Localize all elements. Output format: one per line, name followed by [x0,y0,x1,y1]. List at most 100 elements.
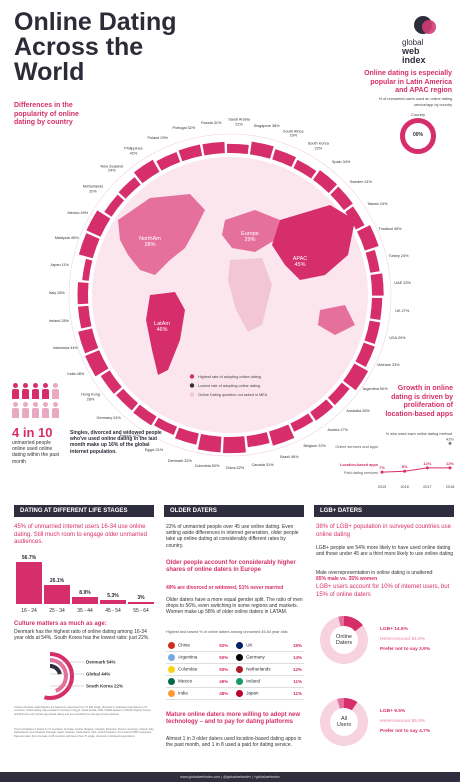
title-line-3: World [14,58,85,86]
growth-year-label: 2017 [423,485,431,489]
ring-label-sweden: Sweden 31% [349,179,373,184]
ring-bar-india [85,350,109,377]
flag-icon [236,678,244,685]
table-cell-right: Netherlands [234,663,287,676]
ring-bar-new-zealand [118,177,141,199]
ring-label-vietnam: Vietnam 33% [377,362,400,367]
donut-slice [320,616,368,664]
logo-text-2: web [402,46,420,56]
map-legend-item: Online Dating question not asked in MEA [198,393,268,397]
donut-slice [338,616,344,627]
age-bar [100,600,126,604]
table-value-right: 14% [286,651,304,664]
growth-line [381,467,450,473]
country-ring-chart: NorthAm 28% Europe 29% APAC 45% LatAm 46% Highes… [68,133,392,457]
sec2-header: OLDER DATERS [164,505,304,517]
table-value-right: 11% [286,675,304,688]
intro-right: Online dating is especially popular in L… [364,70,452,94]
gwi-logo: global web index [396,16,448,76]
logo-text-1: global [402,38,424,47]
flag-icon [236,666,244,673]
ring-label-argentina: Argentina 50% [362,386,388,391]
table-country-left: Colombia [178,666,198,672]
legend-ring [400,118,436,154]
sec2-stat: 49% are divorced or widowed, 51% never m… [166,585,284,591]
legend-value: 00% [412,132,423,138]
region-label-apac: APAC 45% [293,256,308,268]
ring-label-saudi-arabia: Saudi Arabia 22% [228,117,250,127]
ring-bar-turkey [365,249,380,273]
world-map: NorthAm 28% Europe 29% APAC 45% LatAm 46% [118,194,355,375]
ring-bar-thailand [357,225,379,251]
table-pct-right: 11% [293,691,302,696]
age-bar-chart: 56.7% 16 - 24 26.1% 25 - 34 8.9% 35 - 44 5.3% 4… [16,554,156,614]
sec3-lead: 38% of LGB+ population in surveyed count… [316,524,451,538]
intro-right-note: % of unmarried users used an online dati… [378,97,452,107]
ring-label-south-korea: South Korea 22% [307,141,329,151]
sec2-bottom-head: Mature online daters more willing to ado… [166,712,301,725]
table-row: Mexico 49% Ireland 11% [166,675,304,688]
ring-label-spain: Spain 34% [331,160,351,165]
table-pct-right: 15% [292,643,302,648]
flag-icon [236,642,244,649]
table-row: Argentina 50% Germany 14% [166,651,304,664]
ring-bar-poland [156,151,181,171]
map-europe [222,210,280,252]
growth-head: Growth in online dating is driven by pro… [385,385,453,418]
table-value-left: 49% [211,675,235,688]
ring-label-denmark: Denmark 32% [167,458,192,463]
ring-bar-sweden [330,186,353,211]
table-country-left: Argentina [178,654,198,660]
table-country-right: UK [246,642,253,648]
person-icon [12,383,19,399]
stat-text-2: Singles, divorced and widowed people who… [70,430,162,455]
table-country-left: China [178,642,190,648]
ring-label-brazil: Brazil 46% [280,455,299,460]
page-title: Online Dating Across the World [14,10,177,85]
flag-icon [236,654,244,661]
culture-ring [26,652,74,700]
sec1-footnote: Unless otherwise stated figures are base… [14,706,151,716]
donut-legend-item: Heterosexual 85.9% [380,718,426,724]
ring-label-turkey: Turkey 24% [388,253,409,258]
footer: www.globalwebindex.com | @globalwebindex… [0,772,460,782]
flag-icon [168,642,175,649]
table-value-right: 15% [286,640,304,652]
ring-bar-egypt [154,417,177,435]
sec3-text2-a: Male overrepresentation in online dating… [316,570,434,576]
ring-label-malaysia: Malaysia 45% [54,235,79,240]
region-label-northam: NorthAm 28% [139,236,161,248]
table-country-right: Japan [246,690,259,696]
growth-year-label: 2018 [446,485,454,489]
ring-label-germany: Germany 24% [96,416,121,421]
donut-legend-item: LGB+ 9.5% [380,708,406,714]
ring-bar-south-korea [293,159,317,179]
ring-bar-argentina [343,363,369,391]
map-legend-item: Highest rate of adopting online dating [198,375,261,379]
flag-icon [168,678,175,685]
ring-label-uae: UAE 33% [394,280,411,285]
culture-item-label: Global 44% [86,672,110,677]
age-bar-label: 55 - 64 [133,608,149,614]
country-legend: Country 00% [400,112,440,158]
region-label-latam: LatAm 46% [154,321,170,333]
table-pct-left: 49% [219,679,229,684]
table-value-left: 50% [211,651,235,664]
age-bar-value: 56.7% [21,555,37,562]
ring-label-mexico: Mexico 49% [67,210,89,215]
table-cell-right: Germany [234,651,287,664]
age-bar [128,601,154,604]
ring-label-japan: Japan 11% [50,262,69,267]
table-value-left: 52% [211,640,235,652]
culture-ring [32,658,68,694]
donut-slice [344,698,358,711]
map-legend: Highest rate of adopting online dating Lo… [189,374,268,397]
table-pct-left: 50% [219,667,229,672]
table-cell-right: Ireland [234,675,287,688]
table-cell-left: India [166,687,212,700]
person-icon [32,402,39,418]
ring-bar-belgium [290,413,314,432]
ring-label-belgium: Belgium 22% [303,443,326,448]
sec3-head2: LGB+ users account for 10% of internet u… [316,584,450,598]
table-value-left: 48% [211,687,235,700]
